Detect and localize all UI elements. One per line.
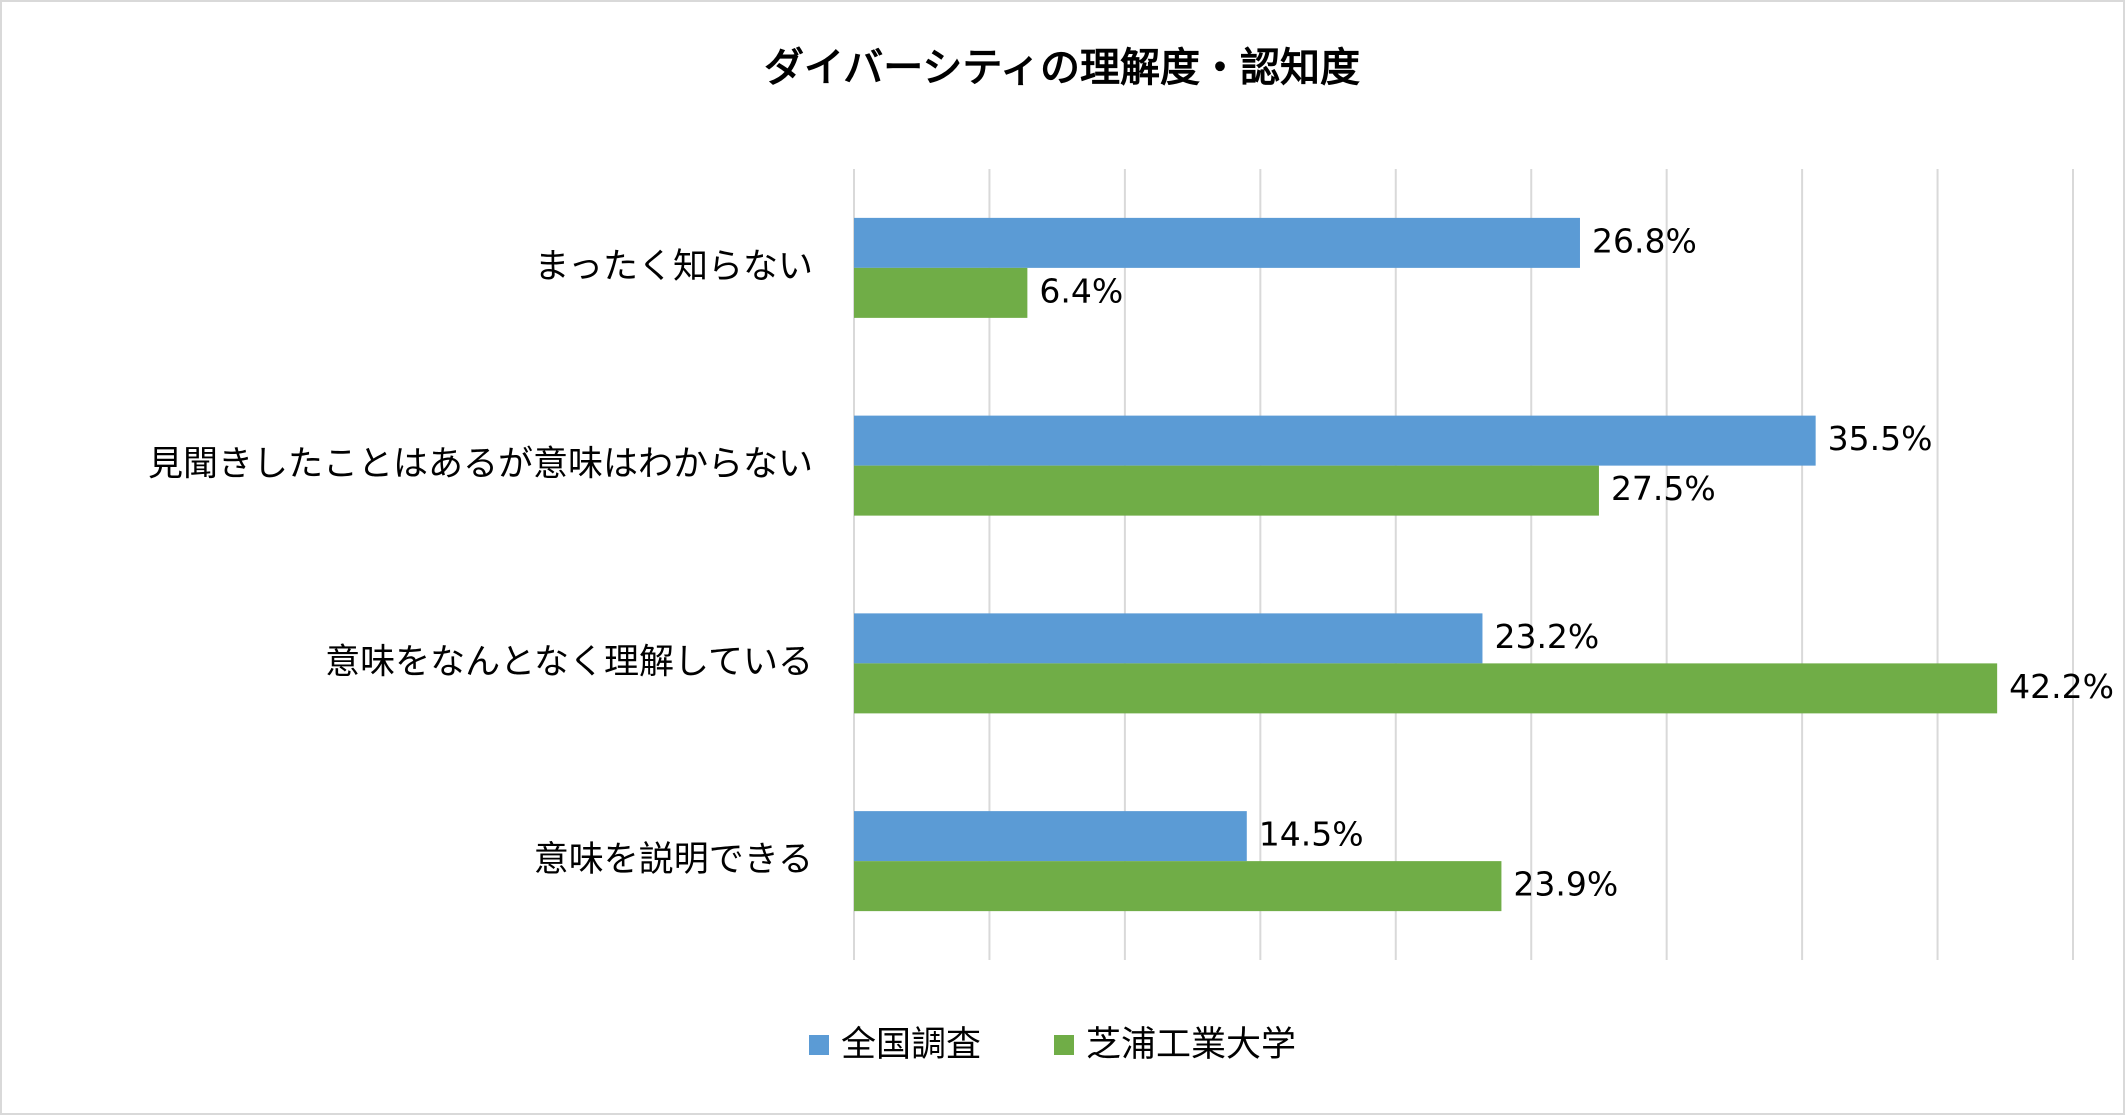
- value-label: 35.5%: [1828, 419, 1933, 458]
- y-tick-label: 意味を説明できる: [534, 840, 813, 880]
- bar: [854, 217, 1580, 268]
- bar: [854, 811, 1247, 862]
- bar: [854, 613, 1483, 664]
- y-tick-label: まったく知らない: [534, 247, 813, 287]
- bar: [854, 267, 1028, 318]
- bar: [854, 663, 1998, 714]
- bar: [854, 415, 1816, 466]
- legend-label: 芝浦工業大学: [1086, 1025, 1296, 1065]
- value-label: 23.2%: [1494, 617, 1599, 656]
- legend-marker: [1054, 1035, 1074, 1055]
- bar: [854, 465, 1599, 516]
- bar: [854, 861, 1502, 912]
- value-label: 26.8%: [1592, 221, 1697, 260]
- value-label: 42.2%: [2009, 667, 2114, 706]
- value-label: 14.5%: [1259, 815, 1364, 854]
- y-tick-label: 意味をなんとなく理解している: [325, 642, 813, 682]
- chart-title: ダイバーシティの理解度・認知度: [764, 45, 1360, 91]
- legend-marker: [809, 1035, 829, 1055]
- value-label: 27.5%: [1611, 469, 1716, 508]
- y-tick-label: 見聞きしたことはあるが意味はわからない: [148, 445, 813, 485]
- value-label: 6.4%: [1039, 271, 1123, 310]
- value-label: 23.9%: [1513, 865, 1618, 904]
- legend-label: 全国調査: [841, 1025, 981, 1065]
